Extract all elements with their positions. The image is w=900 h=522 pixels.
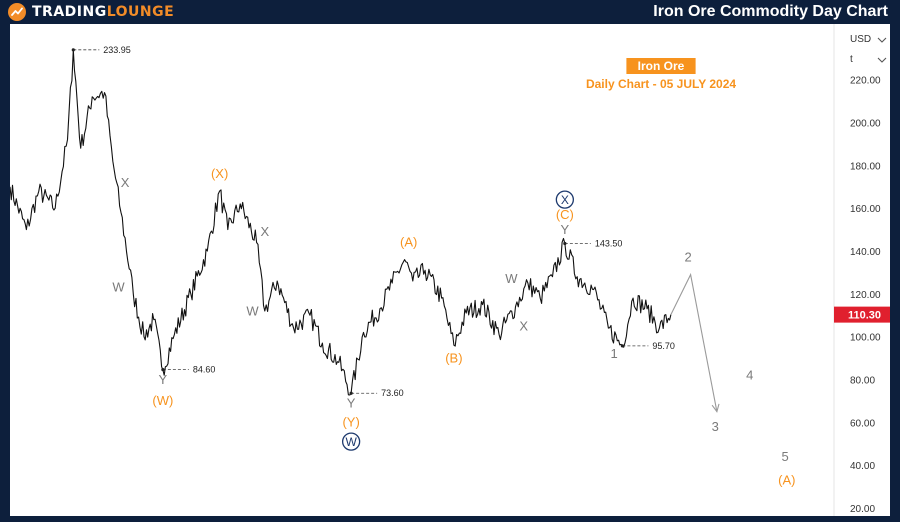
circle-marker bbox=[341, 432, 361, 451]
tradinglounge-logo-icon bbox=[8, 3, 26, 21]
logo-text-main: TRADING bbox=[32, 4, 107, 20]
wave-label: (X) bbox=[211, 166, 228, 181]
wave-label: W bbox=[112, 280, 125, 295]
current-price-tag bbox=[834, 306, 890, 323]
projection-arrowhead bbox=[711, 403, 720, 413]
header-bar: TRADINGLOUNGE Iron Ore Commodity Day Cha… bbox=[0, 0, 900, 24]
wave-label: X bbox=[121, 175, 130, 190]
price-annotation: 233.95 bbox=[71, 45, 131, 55]
chart-title: Iron Ore bbox=[638, 59, 685, 73]
wave-label: 1 bbox=[611, 346, 618, 361]
y-tick-label: 60.00 bbox=[850, 418, 875, 429]
chart-area[interactable]: 220.00 200.00 180.00 160.00 140.00 120.00 100.… bbox=[10, 24, 890, 516]
price-annotation-label: 84.60 bbox=[193, 365, 216, 375]
y-tick-label: 100.00 bbox=[850, 333, 881, 344]
logo-text-accent: LOUNGE bbox=[106, 4, 175, 20]
price-annotation-label: 233.95 bbox=[103, 45, 131, 55]
price-annotation-label: 95.70 bbox=[652, 341, 675, 351]
price-annotation: 143.50 bbox=[563, 239, 622, 249]
circled-wave-label: X bbox=[555, 190, 574, 209]
wave-label: X bbox=[519, 318, 528, 333]
chart-subtitle: Daily Chart - 05 JULY 2024 bbox=[586, 77, 736, 91]
y-tick-label: 200.00 bbox=[850, 119, 881, 130]
y-tick-label: 20.00 bbox=[850, 504, 875, 515]
logo-text: TRADINGLOUNGE bbox=[32, 4, 174, 20]
price-chart[interactable]: 220.00200.00180.00160.00140.00120.00100.… bbox=[10, 24, 890, 516]
scale-label[interactable]: t bbox=[850, 54, 853, 65]
annotation-dot bbox=[349, 391, 353, 395]
currency-label[interactable]: USD bbox=[850, 34, 871, 45]
wave-label: X bbox=[260, 224, 269, 239]
price-annotation-label: 143.50 bbox=[595, 239, 623, 249]
chart-title-bg bbox=[626, 58, 696, 74]
wave-label: 4 bbox=[746, 368, 753, 383]
y-tick-label: 140.00 bbox=[850, 247, 881, 258]
projection-path bbox=[670, 272, 718, 412]
y-tick-label: 80.00 bbox=[850, 376, 875, 387]
scale-selector[interactable]: t bbox=[850, 54, 887, 65]
chevron-down-icon bbox=[877, 57, 887, 63]
currency-selector[interactable]: USD bbox=[850, 34, 887, 45]
price-axis-bg bbox=[834, 24, 890, 516]
wave-label: (A) bbox=[778, 472, 795, 487]
annotation-dot bbox=[161, 368, 165, 372]
page-title: Iron Ore Commodity Day Chart bbox=[653, 3, 888, 20]
tradinglounge-logo[interactable]: TRADINGLOUNGE bbox=[8, 2, 174, 22]
y-tick-label: 120.00 bbox=[850, 290, 881, 301]
y-tick-label: 220.00 bbox=[850, 76, 881, 87]
annotation-dot bbox=[563, 241, 567, 246]
current-price-label: 110.30 bbox=[848, 310, 881, 322]
price-annotation: 95.70 bbox=[620, 341, 675, 351]
circle-marker bbox=[555, 190, 574, 209]
y-tick-label: 160.00 bbox=[850, 204, 881, 215]
price-annotation: 73.60 bbox=[349, 388, 404, 398]
wave-label: 3 bbox=[712, 419, 719, 434]
y-tick-label: 40.00 bbox=[850, 461, 875, 472]
wave-label: (Y) bbox=[342, 415, 359, 430]
wave-label: W bbox=[246, 303, 259, 318]
wave-label: Y bbox=[159, 372, 168, 387]
wave-label: 5 bbox=[782, 449, 789, 464]
price-series-line bbox=[10, 49, 672, 396]
chevron-down-icon bbox=[877, 37, 887, 43]
annotation-dot bbox=[71, 48, 75, 52]
circled-wave-label: W bbox=[341, 432, 361, 451]
annotation-dot bbox=[620, 344, 624, 348]
wave-label: 2 bbox=[685, 250, 692, 265]
wave-label: (W) bbox=[152, 393, 173, 408]
price-annotation-label: 73.60 bbox=[381, 388, 404, 398]
wave-label: (C) bbox=[556, 207, 574, 222]
wave-label: Y bbox=[347, 395, 356, 410]
wave-label: (B) bbox=[445, 350, 462, 365]
circled-wave-text: W bbox=[345, 435, 357, 449]
wave-label: W bbox=[505, 271, 518, 286]
wave-label: Y bbox=[561, 222, 570, 237]
wave-label: (A) bbox=[400, 235, 417, 250]
y-tick-label: 180.00 bbox=[850, 161, 881, 172]
price-annotation: 84.60 bbox=[161, 365, 215, 375]
circled-wave-text: X bbox=[561, 193, 569, 207]
